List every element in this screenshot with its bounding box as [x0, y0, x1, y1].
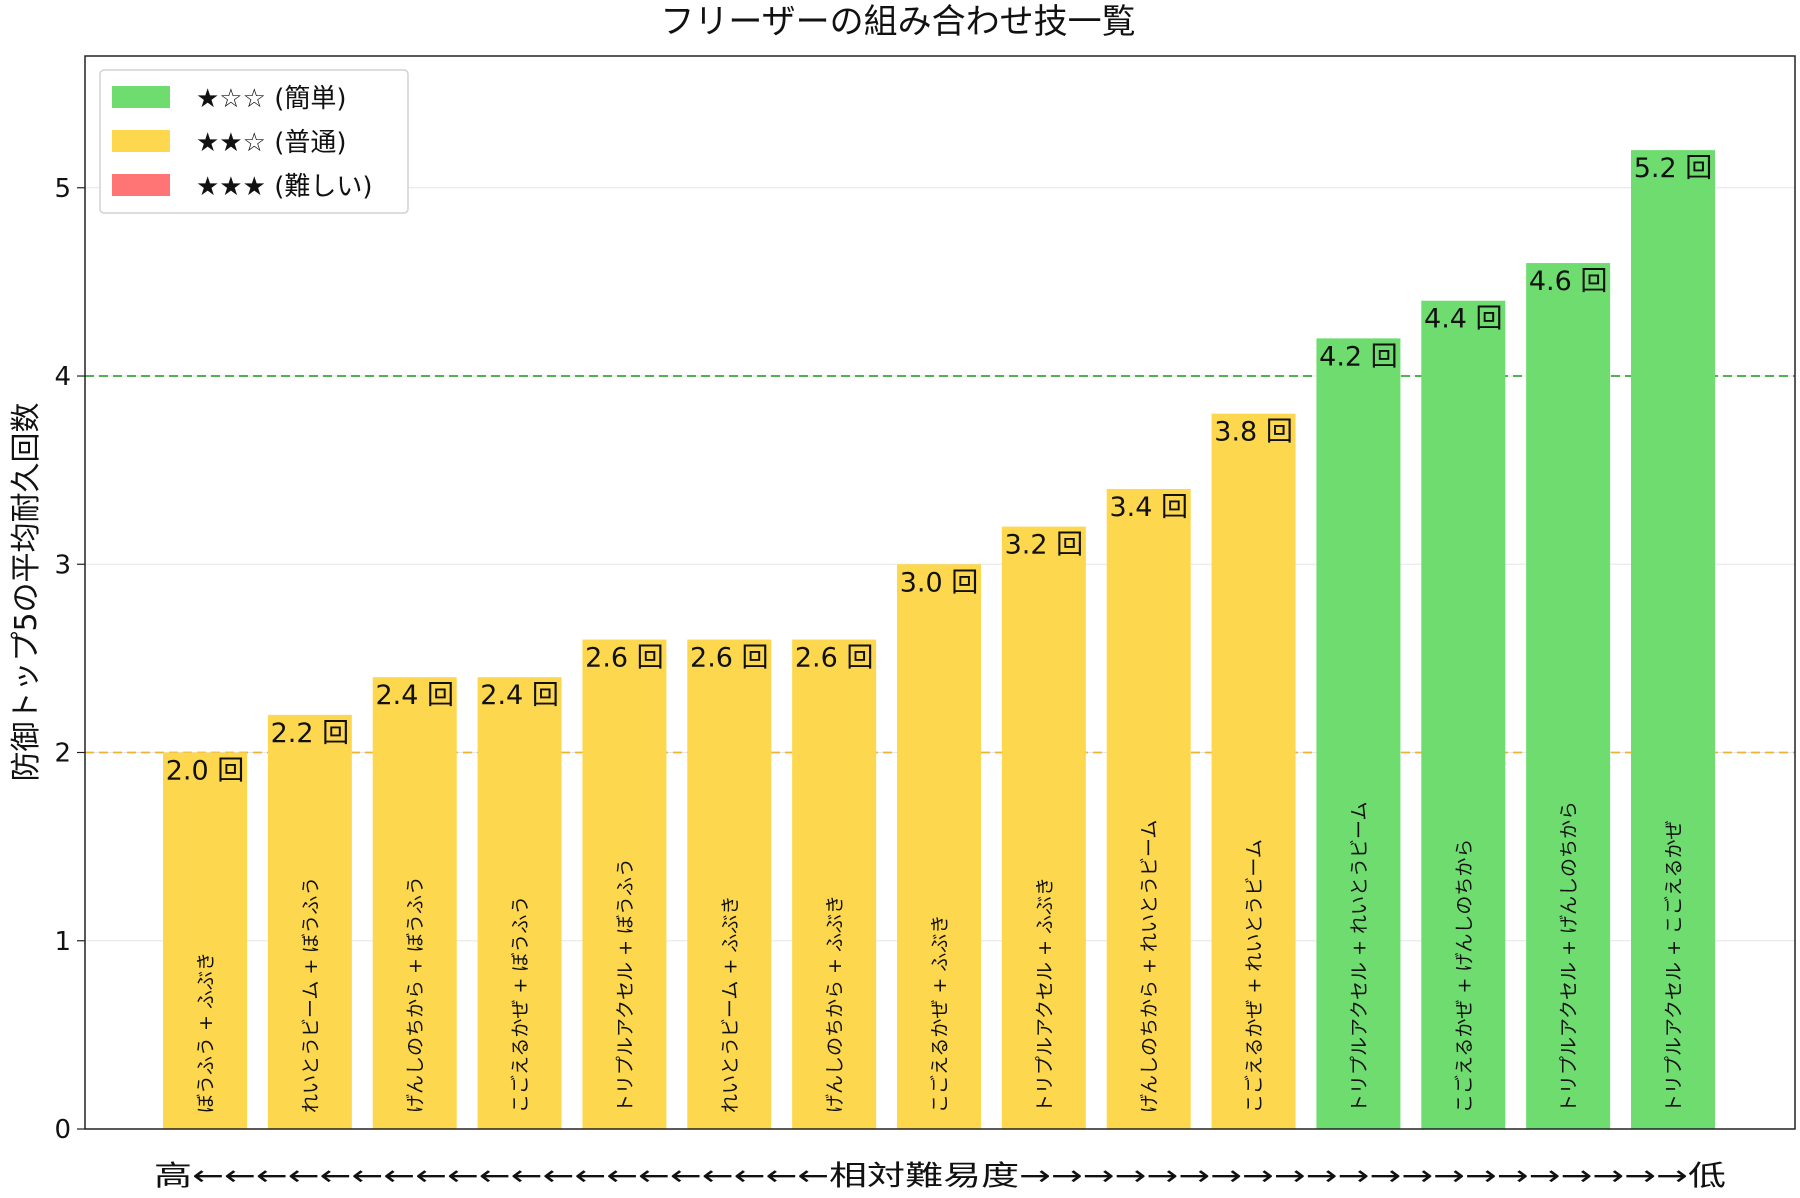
bar [792, 639, 877, 1129]
x-axis-label: 高←←←←←←←←←←←←←←←←←←←←相対難易度→→→→→→→→→→→→→→… [154, 1159, 1726, 1192]
bar-value-label: 2.0 回 [166, 756, 245, 787]
bar-value-label: 5.2 回 [1634, 153, 1713, 184]
legend-swatch [112, 86, 170, 108]
bar [1001, 526, 1086, 1129]
bar-value-label: 2.4 回 [480, 680, 559, 711]
bar-category-label: こごえるかぜ + ふぶき [929, 915, 951, 1113]
y-axis: 0 1 2 3 4 5 [54, 174, 85, 1145]
bar-category-label: げんしのちから + れいとうビーム [1139, 820, 1161, 1113]
bar-category-label: こごえるかぜ + ぼうふう [510, 896, 532, 1113]
bar-category-label: トリプルアクセル + ぼうふう [614, 858, 636, 1113]
bar-value-label: 2.6 回 [690, 643, 769, 674]
bar-category-label: げんしのちから + ふぶき [824, 895, 846, 1113]
bar-value-label: 2.2 回 [271, 718, 350, 749]
bar [477, 677, 562, 1129]
y-tick-label: 1 [54, 927, 71, 957]
bar-value-label: 3.2 回 [1005, 530, 1084, 561]
legend-swatch [112, 174, 170, 196]
bar-category-label: こごえるかぜ + げんしのちから [1453, 839, 1475, 1113]
bar-category-label: こごえるかぜ + れいとうビーム [1244, 839, 1266, 1113]
legend-box [99, 69, 409, 214]
bar-category-labels: ぼうふう + ふぶき れいとうビーム + ぼうふう げんしのちから + ぼうふう こご… [195, 801, 1685, 1113]
y-tick-label: 4 [54, 362, 71, 392]
bar [1106, 488, 1191, 1129]
bar-value-label: 3.8 回 [1214, 417, 1293, 448]
bar [1421, 300, 1506, 1129]
bar [267, 714, 352, 1129]
bar [687, 639, 772, 1129]
bar-value-label: 3.0 回 [900, 567, 979, 598]
bar-category-label: れいとうビーム + ぼうふう [300, 877, 322, 1113]
legend: ★☆☆ (簡単) ★★☆ (普通) ★★★ (難しい) [99, 69, 409, 214]
legend-swatch [112, 130, 170, 152]
bar [1211, 413, 1296, 1130]
y-tick-label: 2 [54, 739, 71, 769]
bar-value-label: 2.4 回 [375, 680, 454, 711]
y-tick-label: 0 [54, 1115, 71, 1145]
bar-value-label: 4.2 回 [1319, 341, 1398, 372]
plot-area-frame [84, 55, 1796, 1130]
bar [163, 752, 247, 1129]
y-axis-label: 防御トップ5の平均耐久回数 [9, 402, 44, 781]
bar-category-label: トリプルアクセル + れいとうビーム [1348, 802, 1370, 1113]
bar-value-label: 2.6 回 [585, 643, 664, 674]
y-tick-label: 5 [54, 174, 71, 204]
bar-category-label: ぼうふう + ふぶき [195, 952, 217, 1113]
bar [897, 564, 981, 1129]
bar [1526, 263, 1611, 1129]
bar-series [163, 150, 1715, 1130]
bar [1631, 150, 1715, 1129]
y-tick-label: 3 [54, 550, 71, 580]
legend-entry: ★★★ (難しい) [196, 172, 372, 202]
bar-category-label: トリプルアクセル + げんしのちから [1558, 801, 1580, 1113]
bar [1316, 338, 1401, 1129]
legend-entry: ★☆☆ (簡単) [196, 84, 346, 114]
bar-value-label: 3.4 回 [1109, 492, 1188, 523]
bar-category-label: げんしのちから + ぼうふう [405, 876, 427, 1113]
bar-value-labels: 2.0 回 2.2 回 2.4 回 2.4 回 2.6 回 2.6 回 2.6 回 3.0 回… [166, 153, 1713, 786]
bar-value-label: 4.6 回 [1529, 266, 1608, 297]
bar [372, 677, 457, 1129]
bar [582, 639, 667, 1129]
bar-category-label: れいとうビーム + ふぶき [719, 896, 741, 1113]
bar-value-label: 2.6 回 [795, 643, 874, 674]
legend-entry: ★★☆ (普通) [196, 128, 346, 158]
bar-category-label: トリプルアクセル + ふぶき [1034, 877, 1056, 1113]
bar-value-label: 4.4 回 [1424, 304, 1503, 335]
chart-title: フリーザーの組み合わせ技一覧 [660, 2, 1135, 42]
bar-category-label: トリプルアクセル + こごえるかぜ [1663, 821, 1685, 1113]
